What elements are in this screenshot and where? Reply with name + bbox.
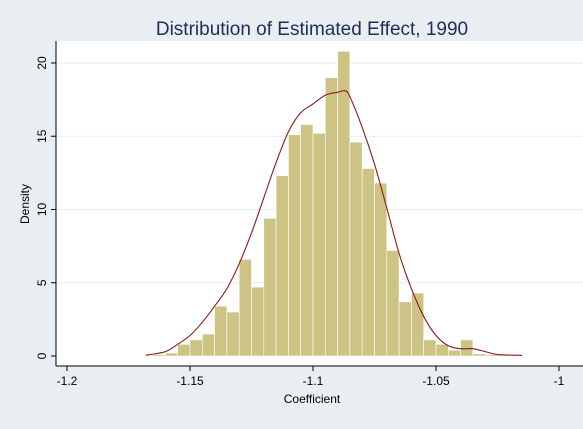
histogram-bar <box>337 50 351 357</box>
histogram-bar <box>165 352 178 357</box>
histogram-bar <box>263 217 277 357</box>
x-axis-label: Coefficient <box>284 392 341 406</box>
y-tick-label: 20 <box>35 56 49 70</box>
x-tick-label: -1.15 <box>176 374 204 388</box>
histogram-bar <box>460 339 474 357</box>
histogram-bar <box>324 77 338 357</box>
x-tick-label: -1.05 <box>422 374 450 388</box>
x-tick-label: -1 <box>554 374 565 388</box>
histogram-bar <box>423 339 437 357</box>
histogram-bar <box>214 305 228 357</box>
histogram-bar <box>300 124 314 357</box>
y-tick-label: 10 <box>35 202 49 216</box>
y-tick-label: 15 <box>35 129 49 143</box>
y-axis-label: Density <box>18 184 32 224</box>
chart-title: Distribution of Estimated Effect, 1990 <box>156 19 468 40</box>
density-curve <box>145 90 523 356</box>
histogram-bar <box>275 175 289 357</box>
y-tick-label: 0 <box>35 352 49 359</box>
axes: 0 5 10 15 20 -1.2 -1.15 -1.1 -1.05 -1 <box>35 41 583 388</box>
x-tick-label: -1.2 <box>57 374 78 388</box>
histogram-bar <box>386 250 400 357</box>
histogram-bars <box>152 50 511 357</box>
histogram-bar <box>189 339 203 357</box>
histogram-bar <box>152 354 166 357</box>
x-tick-label: -1.1 <box>303 374 324 388</box>
histogram-bar <box>177 343 191 357</box>
histogram-bar <box>251 286 265 357</box>
histogram-bar <box>202 333 215 357</box>
histogram-bar <box>435 343 449 357</box>
histogram-bar <box>447 349 461 357</box>
histogram-bar <box>349 141 363 357</box>
histogram-bar <box>312 133 326 357</box>
histogram-bar <box>288 134 301 357</box>
histogram-bar <box>361 168 375 357</box>
histogram-bar <box>226 311 240 357</box>
histogram-bar <box>398 301 412 357</box>
y-tick-label: 5 <box>35 279 49 286</box>
histogram-bar <box>472 353 486 357</box>
histogram-bar <box>411 292 424 357</box>
histogram-bar <box>238 259 252 357</box>
histogram-bar <box>374 182 388 357</box>
